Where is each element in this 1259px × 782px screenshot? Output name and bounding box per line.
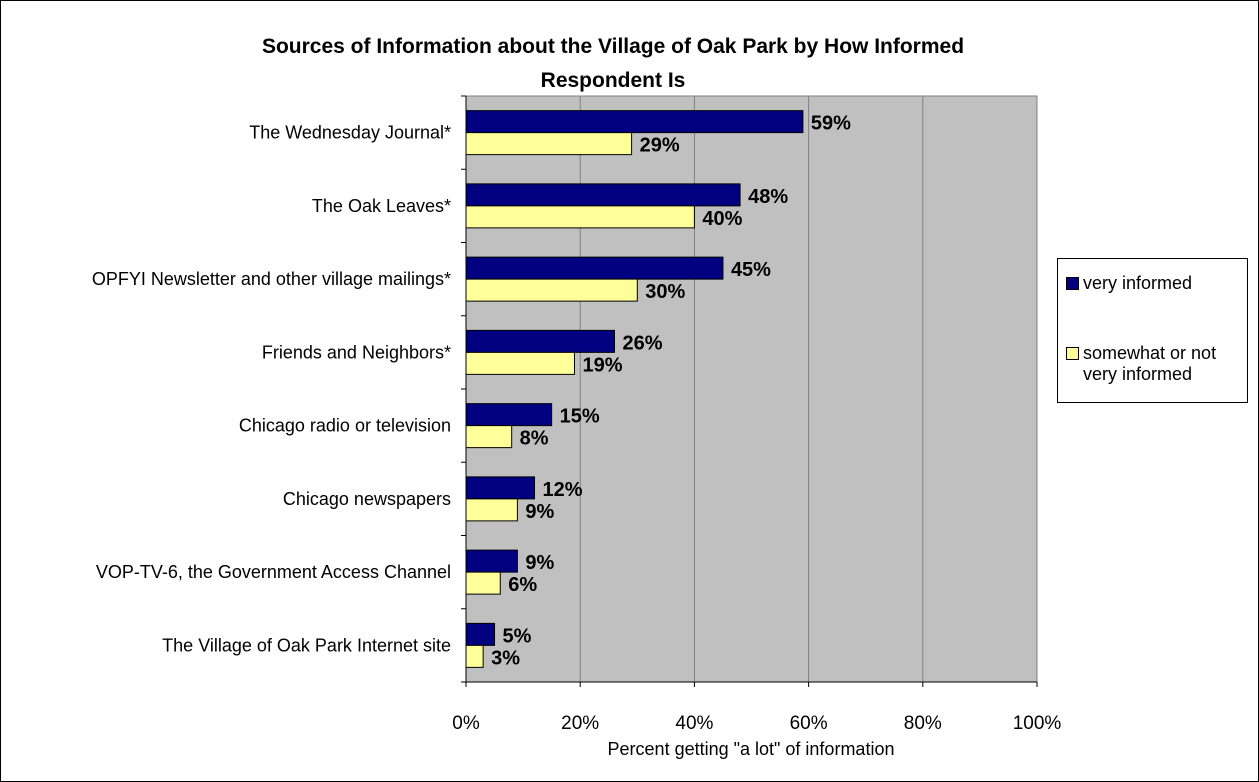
plot-area: 0% 20% 40% 60% 80% 100% The Wednesday Journal*… xyxy=(92,95,1062,734)
data-label-somewhat-informed: 40% xyxy=(702,208,742,230)
legend-item-somewhat-informed: somewhat or not very informed xyxy=(1066,343,1248,385)
data-label-very-informed: 9% xyxy=(525,552,554,574)
data-label-somewhat-informed: 30% xyxy=(645,281,685,303)
legend-swatch-somewhat-informed xyxy=(1066,347,1079,360)
data-label-very-informed: 59% xyxy=(811,113,851,135)
data-label-somewhat-informed: 8% xyxy=(520,428,549,450)
category-label: Chicago radio or television xyxy=(239,416,451,436)
bar-somewhat-informed xyxy=(465,351,575,375)
chart-title-line-1: Sources of Information about the Village… xyxy=(262,35,964,58)
category-label: The Village of Oak Park Internet site xyxy=(162,635,451,655)
category-label: The Oak Leaves* xyxy=(312,196,451,216)
category-label: The Wednesday Journal* xyxy=(249,123,451,143)
chart-title-line-2: Respondent Is xyxy=(541,69,686,92)
legend-swatch-very-informed xyxy=(1066,277,1079,290)
x-tick-label: 0% xyxy=(452,713,480,734)
legend-label-somewhat-informed: somewhat or not very informed xyxy=(1083,343,1217,384)
category-label: Friends and Neighbors* xyxy=(262,342,451,362)
bar-somewhat-informed xyxy=(465,278,638,302)
x-tick-label: 100% xyxy=(1013,713,1062,734)
data-label-somewhat-informed: 29% xyxy=(640,135,680,157)
bar-somewhat-informed xyxy=(465,644,484,668)
data-label-very-informed: 12% xyxy=(543,479,583,501)
x-tick-label: 80% xyxy=(904,713,942,734)
bar-somewhat-informed xyxy=(465,425,513,449)
bar-very-informed xyxy=(465,183,741,207)
bar-very-informed xyxy=(465,403,553,427)
data-label-somewhat-informed: 19% xyxy=(582,354,622,376)
bar-somewhat-informed xyxy=(465,205,695,229)
bar-very-informed xyxy=(465,256,724,280)
data-label-very-informed: 26% xyxy=(622,332,662,354)
data-label-very-informed: 45% xyxy=(731,259,771,281)
bar-very-informed xyxy=(465,329,615,353)
bar-very-informed xyxy=(465,622,496,646)
x-tick-label: 40% xyxy=(675,713,713,734)
category-label: VOP-TV-6, the Government Access Channel xyxy=(96,562,451,582)
x-tick-label: 20% xyxy=(561,713,599,734)
x-tick-label: 60% xyxy=(790,713,828,734)
bar-somewhat-informed xyxy=(465,571,501,595)
data-label-very-informed: 15% xyxy=(560,406,600,428)
legend-label-very-informed: very informed xyxy=(1083,273,1193,293)
bar-very-informed xyxy=(465,110,804,134)
data-label-somewhat-informed: 6% xyxy=(508,574,537,596)
bar-very-informed xyxy=(465,549,518,573)
data-label-somewhat-informed: 9% xyxy=(525,501,554,523)
bar-somewhat-informed xyxy=(465,498,518,522)
category-label: Chicago newspapers xyxy=(283,489,451,509)
x-axis-title: Percent getting "a lot" of information xyxy=(608,739,895,759)
legend: very informed somewhat or not very infor… xyxy=(1057,258,1248,403)
legend-item-very-informed: very informed xyxy=(1066,273,1248,294)
data-label-very-informed: 5% xyxy=(503,625,532,647)
bar-somewhat-informed xyxy=(465,132,633,156)
data-label-somewhat-informed: 3% xyxy=(491,647,520,669)
category-label: OPFYI Newsletter and other village maili… xyxy=(92,269,451,289)
data-label-very-informed: 48% xyxy=(748,186,788,208)
bar-very-informed xyxy=(465,476,536,500)
